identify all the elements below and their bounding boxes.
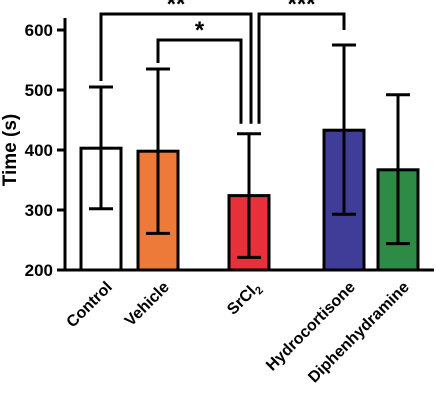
significance-bracket [99,12,253,124]
category-label: SrCl2 [224,279,266,321]
y-tick-label: 300 [25,201,53,220]
category-label-text: Hydrocortisone [263,279,359,375]
error-bars [89,43,410,259]
axes: 200 300 400 500 600 [25,18,434,280]
category-label-text: Diphenhydramine [305,279,413,387]
significance-brackets: ****** [99,0,346,124]
category-label-text: Control [64,279,116,331]
category-label: Hydrocortisone [263,279,359,375]
category-label: Vehicle [122,279,173,330]
y-tick-label: 200 [25,261,53,280]
category-label: Diphenhydramine [305,279,413,387]
significance-bracket [257,12,346,124]
category-label-text: Vehicle [122,279,173,330]
y-axis-label: Time (s) [0,114,21,187]
y-tick-label: 500 [25,81,53,100]
category-label: Control [64,279,116,331]
significance-bracket [156,38,243,124]
y-tick-label: 600 [25,21,53,40]
y-tick-label: 400 [25,141,53,160]
significance-label: ** [167,0,186,18]
significance-label: *** [287,0,316,18]
significance-label: * [195,17,205,44]
